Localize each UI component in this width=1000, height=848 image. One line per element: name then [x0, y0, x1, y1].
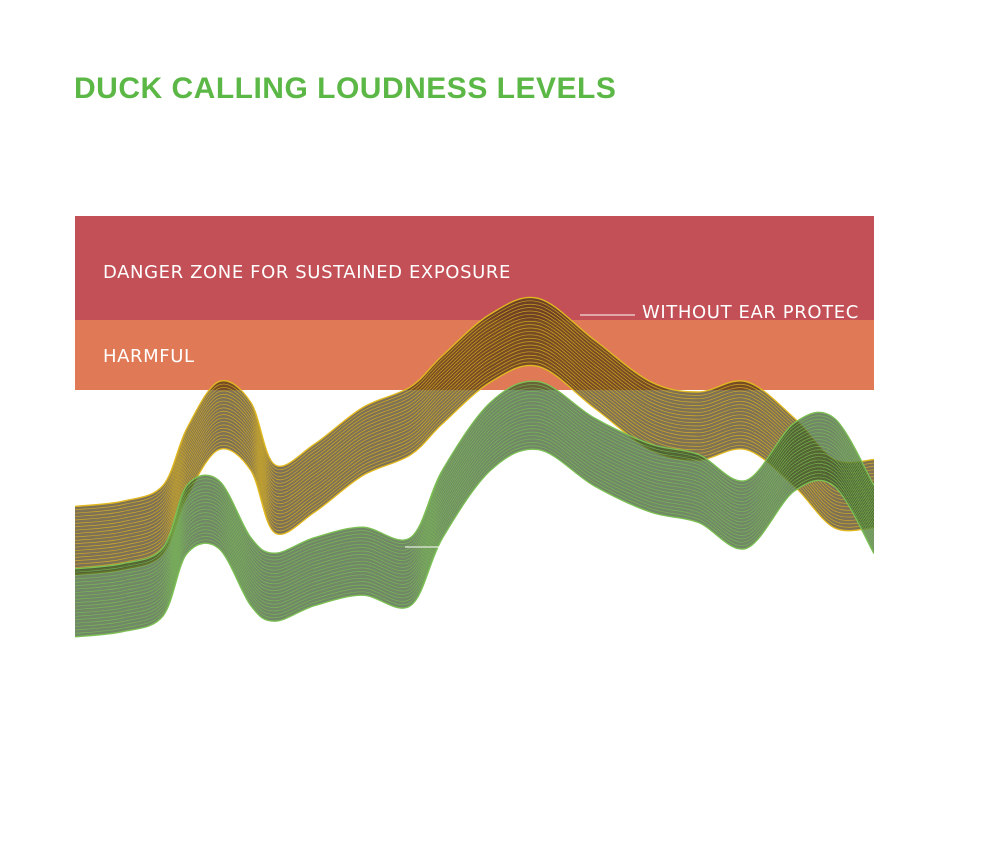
- series-contour-line: [75, 344, 874, 555]
- series-contour-line: [75, 438, 874, 627]
- series-contour-line: [75, 394, 874, 583]
- series-contour-line: [75, 418, 874, 607]
- series-contour-line: [75, 380, 874, 570]
- series-label-without-protection: WITHOUT EAR PROTEC: [642, 302, 859, 323]
- series-contour-line: [75, 407, 874, 597]
- series-contour-line: [75, 414, 874, 604]
- danger-zone-band: [75, 216, 874, 320]
- series-contour-line: [75, 320, 874, 531]
- series-contour-line: [75, 448, 874, 638]
- series-contour-line: [75, 314, 874, 524]
- series-contour-line: [75, 441, 874, 631]
- series-contour-line: [75, 431, 874, 621]
- series-contour-line: [75, 397, 874, 587]
- series-contour-line: [75, 435, 874, 624]
- series-contour-line: [75, 351, 874, 562]
- series-contour-line: [75, 327, 874, 538]
- series-contour-line: [75, 341, 874, 551]
- series-contour-line: [75, 300, 874, 511]
- series-contour-line: [75, 404, 874, 593]
- series-contour-line: [75, 428, 874, 617]
- harmful-zone-label: HARMFUL: [103, 346, 195, 367]
- series-contour-line: [75, 307, 874, 517]
- series-contour-line: [75, 334, 874, 545]
- series-contour-line: [75, 331, 874, 541]
- series-contour-line: [75, 317, 874, 528]
- series-ribbon-fill: [75, 381, 874, 637]
- series-contour-line: [75, 445, 874, 634]
- danger-zone-label: DANGER ZONE FOR SUSTAINED EXPOSURE: [103, 262, 511, 283]
- series-contour-line: [75, 348, 874, 558]
- series-contour-line: [75, 390, 874, 580]
- series-contour-line: [75, 296, 874, 508]
- page-title: DUCK CALLING LOUDNESS LEVELS: [74, 72, 617, 105]
- series-contour-line: [75, 303, 874, 514]
- series-contour-line: [75, 424, 874, 614]
- series-contour-line: [75, 387, 874, 576]
- series-ribbon-1: [75, 380, 874, 638]
- series-contour-line: [75, 384, 874, 573]
- series-contour-line: [75, 401, 874, 590]
- series-contour-line: [75, 337, 874, 548]
- series-ribbon-0: [75, 296, 874, 576]
- series-contour-line: [75, 324, 874, 534]
- series-contour-line: [75, 421, 874, 610]
- series-contour-line: [75, 411, 874, 600]
- series-contour-line: [75, 354, 874, 565]
- series-contour-line: [75, 310, 874, 521]
